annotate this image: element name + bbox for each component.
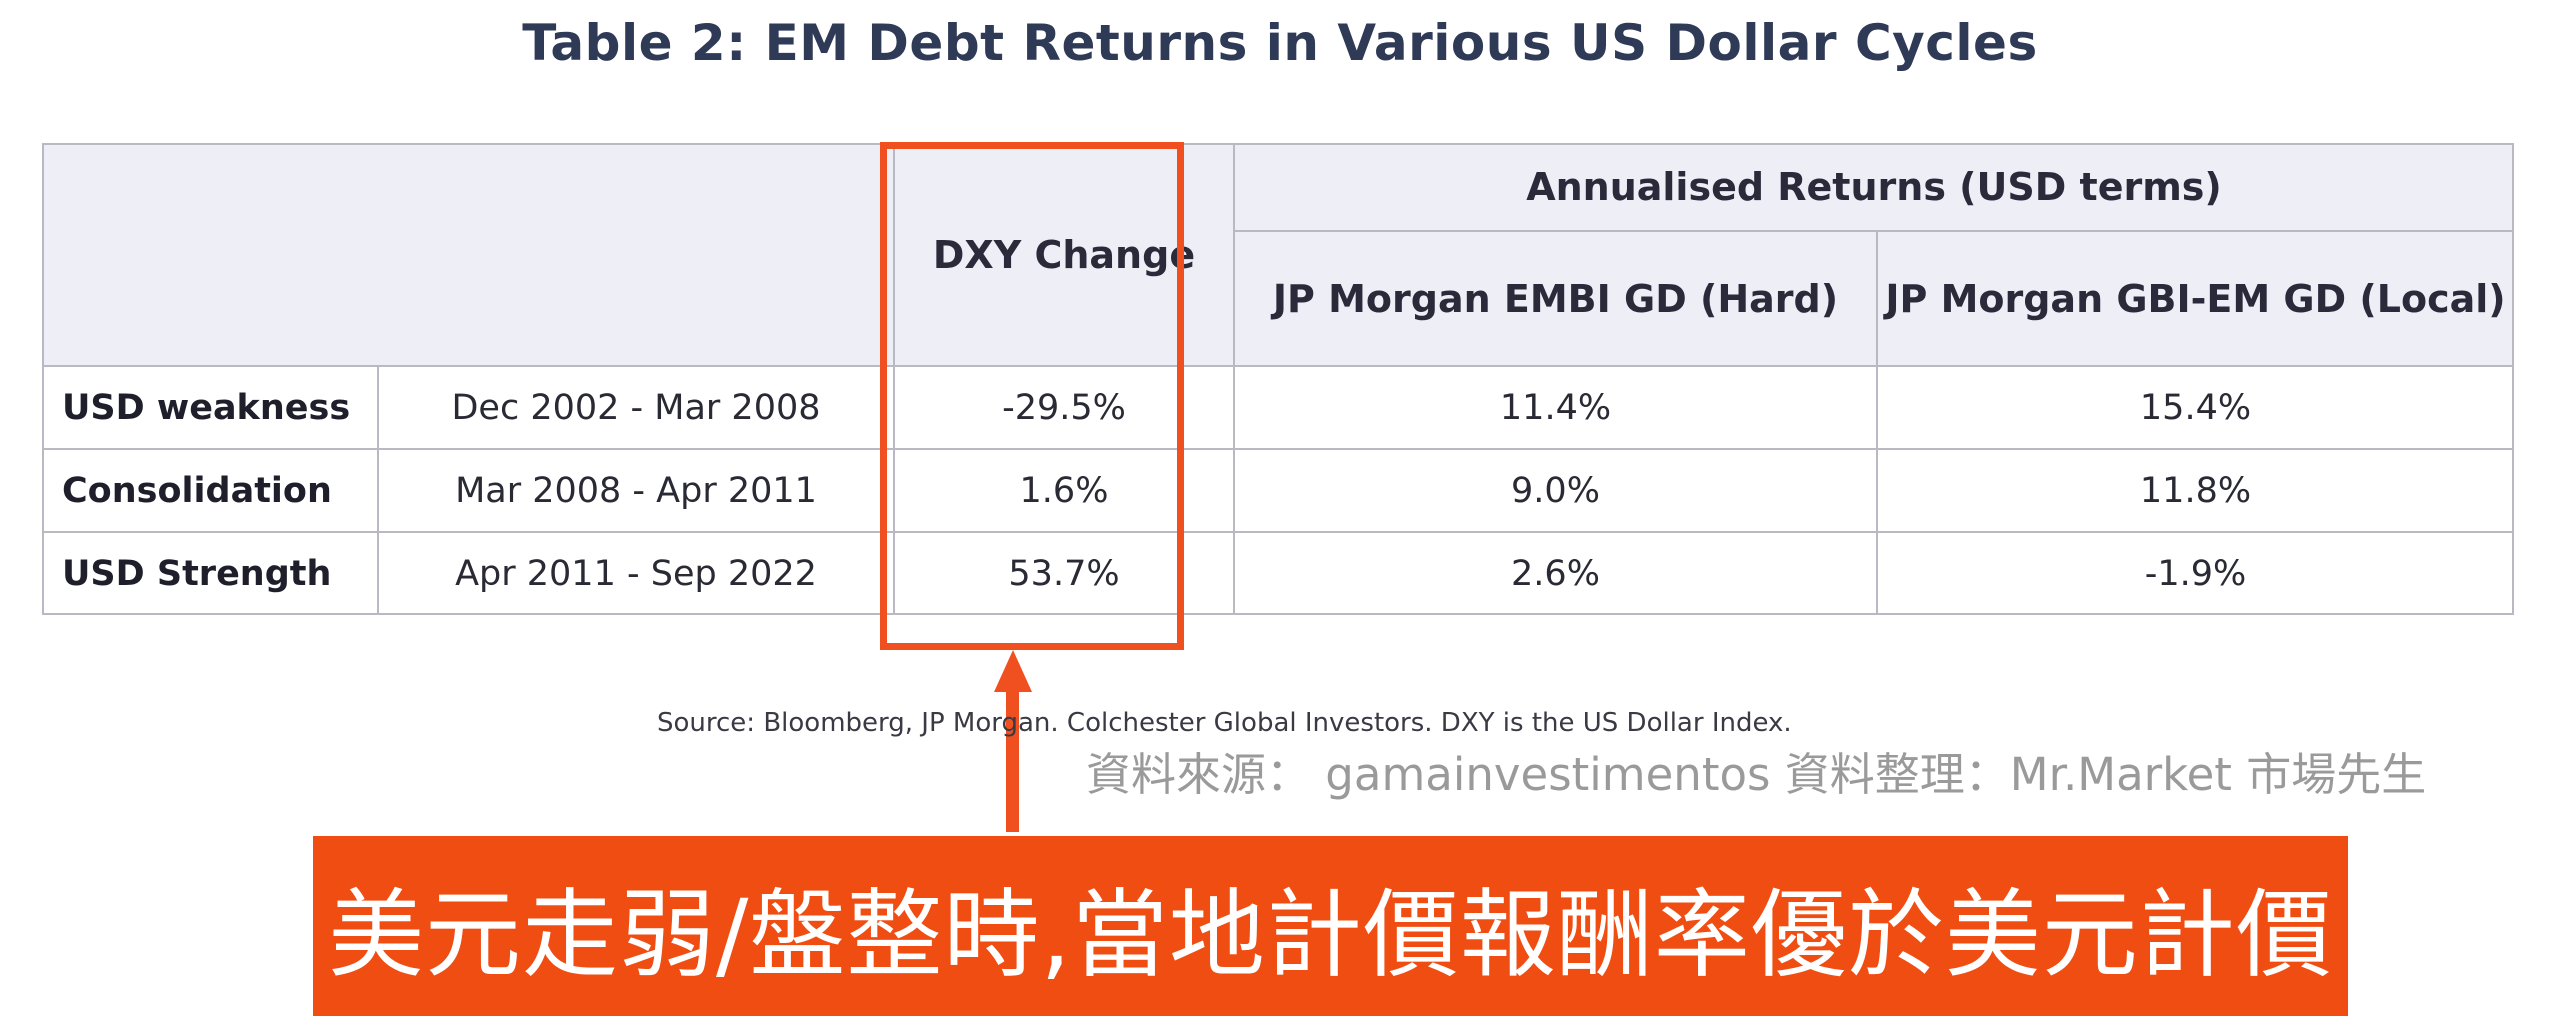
credit-note: 資料來源： gamainvestimentos 資料整理：Mr.Market 市… — [1086, 748, 2427, 801]
grid-line — [42, 613, 2514, 615]
grid-line — [42, 365, 2514, 367]
dxy-highlight-box — [880, 142, 1184, 650]
row-period: Mar 2008 - Apr 2011 — [455, 470, 817, 511]
returns-table: DXY Change Annualised Returns (USD terms… — [42, 143, 2514, 615]
grid-line — [1233, 143, 1235, 615]
grid-line — [42, 143, 2514, 145]
grid-line — [2512, 143, 2514, 615]
row-dxy: -29.5% — [1002, 387, 1126, 428]
row-local: 11.8% — [2139, 470, 2252, 511]
row-hard: 9.0% — [1511, 470, 1600, 511]
row-label: USD weakness — [62, 387, 351, 428]
row-period: Dec 2002 - Mar 2008 — [451, 387, 821, 428]
row-local: -1.9% — [2144, 553, 2247, 594]
row-local: 15.4% — [2139, 387, 2252, 428]
grid-line — [1876, 230, 1878, 615]
grid-line — [42, 143, 44, 615]
row-period: Apr 2011 - Sep 2022 — [455, 553, 817, 594]
header-local-cell: JP Morgan GBI-EM GD (Local) — [1877, 231, 2514, 366]
callout-banner: 美元走弱/盤整時,當地計價報酬率優於美元計價 — [313, 836, 2348, 1016]
header-group: Annualised Returns (USD terms) — [1526, 165, 2222, 209]
grid-line — [42, 531, 2514, 533]
arrow-up-icon — [994, 650, 1032, 692]
header-group-cell: Annualised Returns (USD terms) — [1234, 143, 2514, 231]
row-label: Consolidation — [62, 470, 332, 511]
header-hard: JP Morgan EMBI GD (Hard) — [1272, 276, 1839, 321]
row-dxy: 53.7% — [1008, 553, 1120, 594]
grid-line — [1234, 230, 2514, 232]
grid-line — [893, 143, 895, 615]
header-blank — [42, 143, 894, 366]
grid-line — [377, 365, 379, 615]
row-dxy: 1.6% — [1019, 470, 1109, 511]
row-hard: 2.6% — [1511, 553, 1600, 594]
header-hard-cell: JP Morgan EMBI GD (Hard) — [1234, 231, 1877, 366]
row-label: USD Strength — [62, 553, 332, 594]
header-dxy: DXY Change — [932, 232, 1196, 277]
header-local: JP Morgan GBI-EM GD (Local) — [1885, 276, 2506, 321]
callout-text: 美元走弱/盤整時,當地計價報酬率優於美元計價 — [328, 878, 2333, 991]
arrow-shaft — [1006, 690, 1019, 832]
grid-line — [42, 448, 2514, 450]
row-hard: 11.4% — [1499, 387, 1612, 428]
source-note: Source: Bloomberg, JP Morgan. Colchester… — [657, 708, 1792, 738]
table-title: Table 2: EM Debt Returns in Various US D… — [522, 14, 2038, 72]
